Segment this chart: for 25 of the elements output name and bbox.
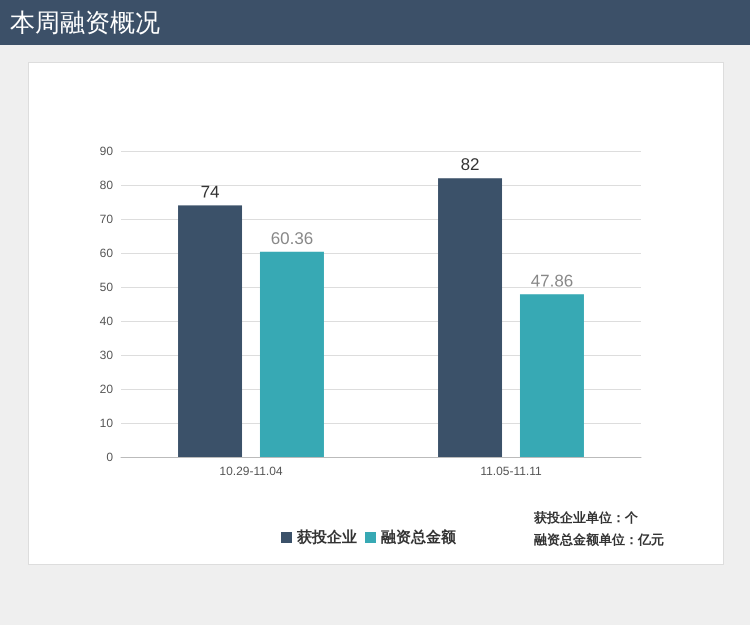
- text: 获投企业单位：个: [533, 510, 639, 526]
- x-tick-label: 11.05-11.11: [480, 464, 542, 478]
- y-tick-label: 50: [100, 280, 114, 294]
- bar: [178, 205, 242, 457]
- bar: [438, 178, 502, 457]
- y-tick-label: 60: [100, 246, 114, 260]
- data-label: 82: [460, 155, 480, 174]
- legend-label: 融资总金额: [381, 528, 457, 546]
- data-label: 60.36: [270, 228, 314, 248]
- y-tick-label: 40: [100, 314, 114, 328]
- text: 融资总金额单位：亿元: [534, 532, 664, 548]
- chart-title: 本周融资概况: [0, 0, 750, 45]
- y-tick-label: 0: [106, 450, 114, 464]
- data-label: 47.86: [530, 271, 574, 290]
- y-tick-label: 10: [100, 416, 114, 430]
- legend-label: 获投企业: [296, 529, 357, 546]
- y-tick-label: 70: [100, 212, 114, 226]
- x-tick-label: 10.29-11.04: [219, 464, 283, 478]
- y-tick-label: 90: [100, 144, 114, 158]
- bar: [260, 252, 324, 457]
- y-tick-label: 20: [100, 382, 114, 396]
- y-tick-label: 80: [100, 178, 114, 192]
- data-label: 74: [200, 182, 220, 202]
- y-tick-label: 30: [100, 348, 114, 362]
- bar: [520, 294, 584, 457]
